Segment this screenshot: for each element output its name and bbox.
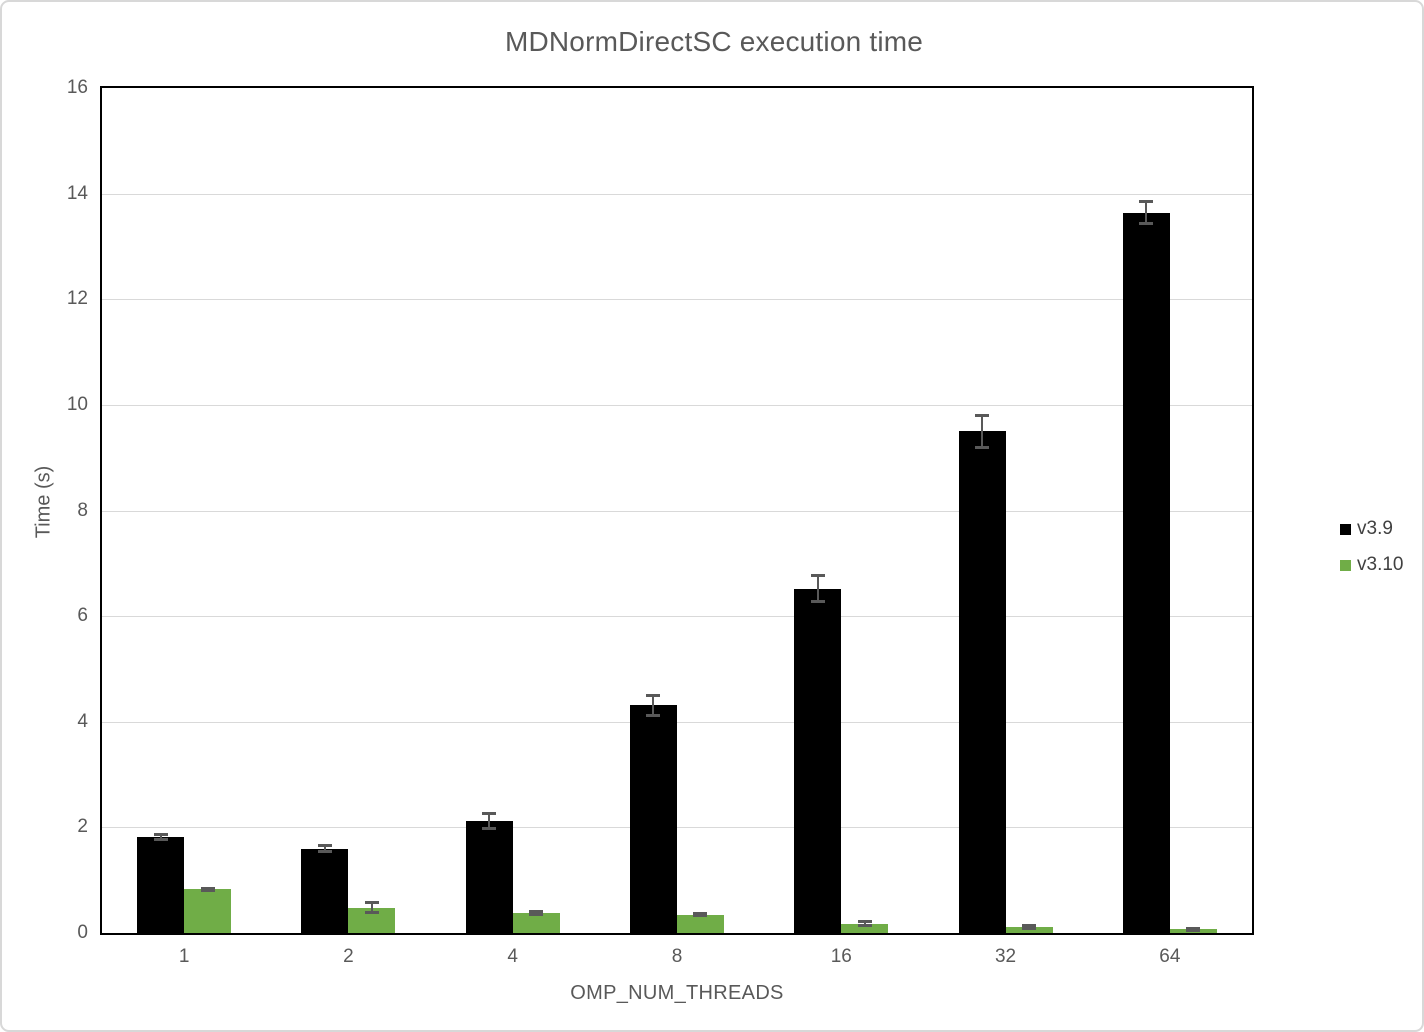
y-tick-label-0: 0 <box>77 922 88 943</box>
x-tick-label-16: 16 <box>830 946 852 967</box>
x-tick-label-1: 1 <box>178 946 190 967</box>
error-cap-low-v3.10-2 <box>364 910 379 914</box>
y-tick-label-10: 10 <box>66 393 88 415</box>
error-cap-high-v3.10-16 <box>857 920 872 924</box>
error-cap-low-v3.10-64 <box>1186 928 1201 932</box>
legend-entry-v3.9: v3.9 <box>1340 518 1403 540</box>
error-cap-high-v3.9-16 <box>810 573 825 577</box>
error-cap-high-v3.9-8 <box>646 693 661 697</box>
error-cap-low-v3.9-16 <box>810 600 825 604</box>
gridline-y-6 <box>102 616 1252 618</box>
bar-v3.9-2 <box>301 848 349 933</box>
y-tick-label-14: 14 <box>66 182 88 204</box>
error-cap-high-v3.9-4 <box>482 811 497 815</box>
gridline-y-10 <box>102 404 1252 406</box>
error-cap-low-v3.9-64 <box>1139 222 1154 226</box>
error-bar-v3.9-4 <box>488 812 491 830</box>
error-cap-low-v3.10-32 <box>1022 926 1037 930</box>
bar-v3.9-4 <box>465 821 513 933</box>
error-cap-high-v3.10-4 <box>529 909 544 913</box>
error-cap-low-v3.10-8 <box>693 913 708 917</box>
x-tick-label-2: 2 <box>343 946 354 967</box>
error-bar-v3.10-16 <box>863 921 866 926</box>
error-cap-low-v3.9-2 <box>317 849 332 853</box>
y-tick-label-8: 8 <box>77 499 88 521</box>
legend-label-v3.9: v3.9 <box>1357 518 1393 539</box>
error-cap-high-v3.10-64 <box>1186 926 1201 930</box>
error-cap-high-v3.10-2 <box>364 901 379 905</box>
legend-label-v3.10: v3.10 <box>1357 554 1404 575</box>
error-bar-v3.10-2 <box>370 902 373 913</box>
gridline-y-14 <box>102 193 1252 195</box>
bar-v3.10-4 <box>512 912 560 933</box>
x-tick-label-4: 4 <box>507 946 518 967</box>
error-bar-v3.9-8 <box>652 694 655 716</box>
y-tick-label-16: 16 <box>66 77 88 98</box>
x-tick-label-8: 8 <box>671 946 683 967</box>
plot-area <box>100 86 1254 935</box>
error-cap-low-v3.9-8 <box>646 713 661 717</box>
bar-group-64 <box>1088 88 1252 933</box>
error-cap-high-v3.9-2 <box>317 844 332 848</box>
error-bar-v3.9-2 <box>323 845 326 852</box>
bar-v3.10-1 <box>184 889 232 933</box>
legend-marker-v3.10 <box>1340 559 1351 571</box>
gridline-y-12 <box>102 299 1252 301</box>
bar-group-1 <box>102 88 266 933</box>
legend-entry-v3.10: v3.10 <box>1340 554 1403 576</box>
error-cap-high-v3.9-1 <box>153 833 168 837</box>
error-cap-low-v3.9-1 <box>153 837 168 841</box>
y-tick-label-4: 4 <box>77 710 88 732</box>
error-cap-low-v3.10-4 <box>529 913 544 917</box>
bar-group-32 <box>923 88 1087 933</box>
bar-v3.10-8 <box>676 914 724 933</box>
bar-v3.9-32 <box>958 431 1006 933</box>
error-cap-high-v3.9-32 <box>975 413 990 417</box>
bar-v3.10-32 <box>1005 926 1053 933</box>
y-tick-label-2: 2 <box>77 816 88 838</box>
x-tick-label-64: 64 <box>1159 946 1181 967</box>
bar-v3.9-8 <box>629 705 677 933</box>
gridline-y-8 <box>102 510 1252 512</box>
bar-group-4 <box>431 88 595 933</box>
error-bar-v3.9-16 <box>816 574 819 603</box>
error-bar-v3.9-64 <box>1145 201 1148 225</box>
error-cap-high-v3.9-64 <box>1139 200 1154 204</box>
error-cap-high-v3.10-32 <box>1022 923 1037 927</box>
error-cap-low-v3.10-1 <box>200 888 215 892</box>
error-cap-low-v3.9-32 <box>975 445 990 449</box>
bar-group-2 <box>266 88 430 933</box>
error-bar-v3.10-4 <box>535 910 538 916</box>
error-cap-high-v3.10-1 <box>200 886 215 890</box>
bar-v3.9-16 <box>794 588 842 933</box>
error-cap-low-v3.10-16 <box>857 923 872 927</box>
legend: v3.9 v3.10 <box>1340 518 1403 576</box>
error-bar-v3.10-32 <box>1028 924 1031 929</box>
gridline-y-2 <box>102 827 1252 829</box>
error-bar-v3.9-32 <box>981 414 984 448</box>
bar-v3.9-64 <box>1122 212 1170 933</box>
bar-v3.9-1 <box>137 836 185 933</box>
bar-group-8 <box>595 88 759 933</box>
bar-v3.10-16 <box>841 923 889 933</box>
bar-group-16 <box>759 88 923 933</box>
y-tick-label-12: 12 <box>66 288 88 310</box>
error-bar-v3.9-1 <box>159 834 162 840</box>
x-tick-label-32: 32 <box>994 946 1017 967</box>
error-cap-low-v3.9-4 <box>482 827 497 831</box>
y-tick-label-6: 6 <box>77 605 88 627</box>
legend-marker-v3.9 <box>1340 523 1351 535</box>
x-axis-title: OMP_NUM_THREADS <box>570 982 784 1004</box>
chart-title: MDNormDirectSC execution time <box>504 26 924 57</box>
gridline-y-4 <box>102 721 1252 723</box>
